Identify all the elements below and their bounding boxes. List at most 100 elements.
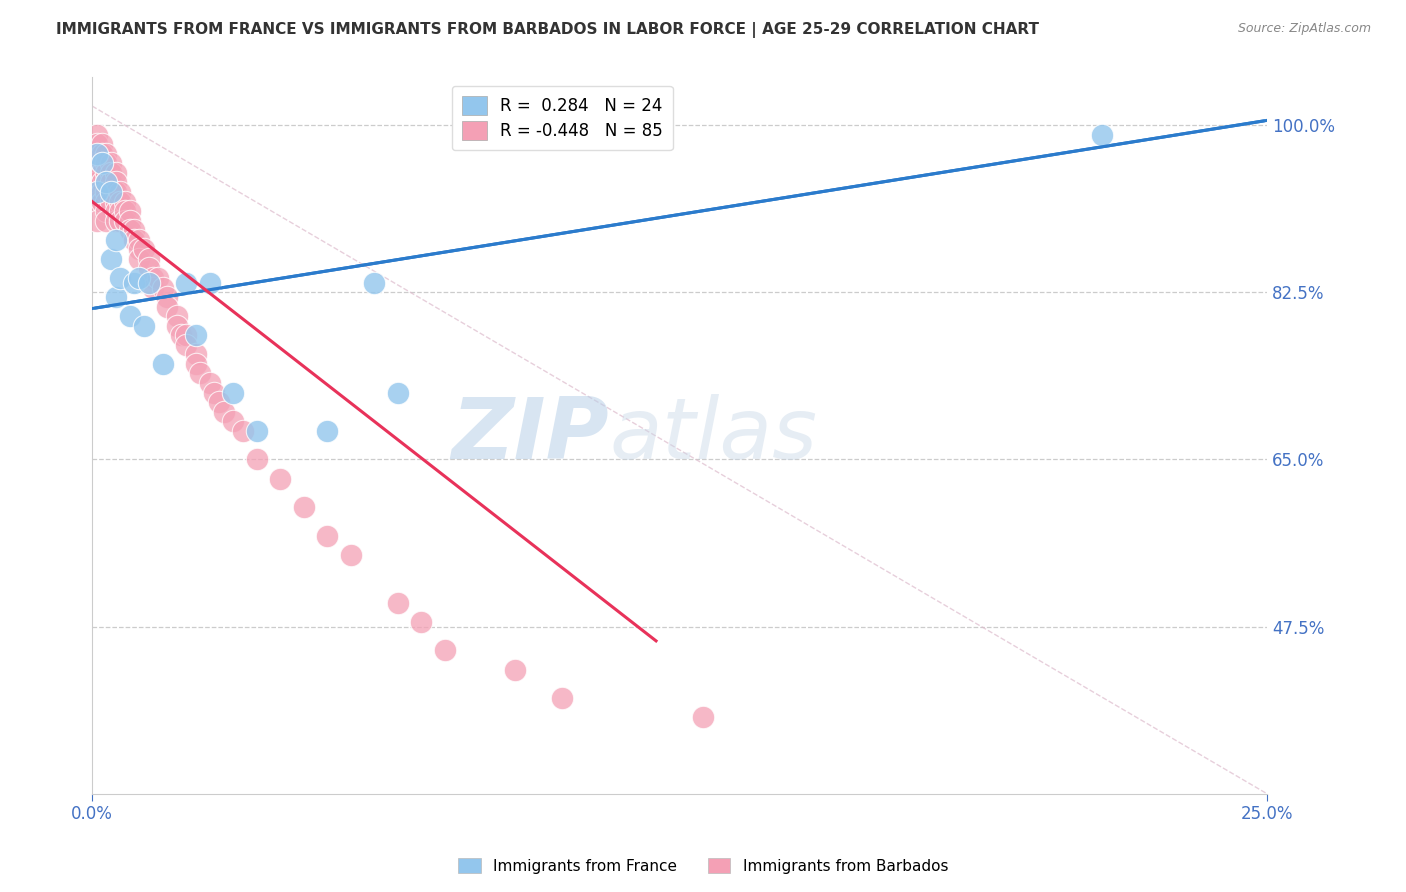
Point — [90, 156, 112, 170]
Point — [138, 276, 160, 290]
Point — [114, 204, 136, 219]
Point — [128, 243, 150, 257]
Point — [86, 166, 108, 180]
Point — [90, 185, 112, 199]
Point — [96, 166, 118, 180]
Point — [104, 233, 127, 247]
Point — [110, 194, 132, 209]
Text: ZIP: ZIP — [451, 394, 609, 477]
Point — [174, 328, 197, 343]
Point — [90, 137, 112, 152]
Point — [96, 185, 118, 199]
Point — [86, 176, 108, 190]
Point — [100, 176, 122, 190]
Point — [138, 252, 160, 266]
Point — [184, 328, 207, 343]
Point — [142, 271, 165, 285]
Point — [100, 252, 122, 266]
Point — [184, 357, 207, 371]
Point — [86, 128, 108, 142]
Point — [96, 176, 118, 190]
Point — [202, 385, 225, 400]
Legend: R =  0.284   N = 24, R = -0.448   N = 85: R = 0.284 N = 24, R = -0.448 N = 85 — [451, 86, 672, 150]
Point — [188, 367, 211, 381]
Point — [132, 243, 155, 257]
Point — [339, 548, 361, 562]
Point — [86, 146, 108, 161]
Point — [316, 424, 339, 438]
Point — [138, 261, 160, 276]
Point — [246, 424, 269, 438]
Point — [86, 185, 108, 199]
Point — [132, 318, 155, 333]
Legend: Immigrants from France, Immigrants from Barbados: Immigrants from France, Immigrants from … — [451, 852, 955, 880]
Point — [208, 395, 231, 409]
Point — [387, 596, 409, 610]
Point — [96, 156, 118, 170]
Point — [96, 213, 118, 227]
Point — [152, 357, 174, 371]
Point — [104, 213, 127, 227]
Point — [86, 194, 108, 209]
Point — [156, 290, 179, 304]
Point — [174, 338, 197, 352]
Point — [104, 194, 127, 209]
Point — [222, 385, 245, 400]
Point — [110, 204, 132, 219]
Point — [104, 166, 127, 180]
Point — [90, 176, 112, 190]
Point — [114, 213, 136, 227]
Point — [166, 318, 188, 333]
Point — [128, 233, 150, 247]
Point — [222, 414, 245, 428]
Point — [118, 213, 141, 227]
Point — [269, 471, 291, 485]
Text: atlas: atlas — [609, 394, 817, 477]
Point — [198, 276, 221, 290]
Point — [118, 223, 141, 237]
Point — [128, 271, 150, 285]
Point — [90, 194, 112, 209]
Point — [110, 185, 132, 199]
Point — [100, 185, 122, 199]
Point — [104, 290, 127, 304]
Point — [110, 213, 132, 227]
Point — [118, 204, 141, 219]
Point — [86, 185, 108, 199]
Point — [411, 615, 433, 629]
Point — [124, 233, 146, 247]
Point — [146, 271, 169, 285]
Point — [212, 405, 235, 419]
Point — [90, 146, 112, 161]
Point — [86, 137, 108, 152]
Point — [692, 710, 714, 724]
Point — [124, 276, 146, 290]
Point — [86, 213, 108, 227]
Point — [104, 176, 127, 190]
Point — [86, 156, 108, 170]
Point — [142, 280, 165, 294]
Point — [503, 663, 526, 677]
Point — [104, 185, 127, 199]
Text: IMMIGRANTS FROM FRANCE VS IMMIGRANTS FROM BARBADOS IN LABOR FORCE | AGE 25-29 CO: IMMIGRANTS FROM FRANCE VS IMMIGRANTS FRO… — [56, 22, 1039, 38]
Point — [387, 385, 409, 400]
Point — [96, 146, 118, 161]
Point — [433, 643, 456, 657]
Point — [246, 452, 269, 467]
Point — [100, 194, 122, 209]
Point — [363, 276, 385, 290]
Point — [128, 252, 150, 266]
Point — [1091, 128, 1114, 142]
Point — [100, 185, 122, 199]
Point — [156, 300, 179, 314]
Text: Source: ZipAtlas.com: Source: ZipAtlas.com — [1237, 22, 1371, 36]
Point — [83, 146, 105, 161]
Point — [96, 194, 118, 209]
Point — [174, 276, 197, 290]
Point — [118, 309, 141, 323]
Point — [198, 376, 221, 390]
Point — [86, 146, 108, 161]
Point — [170, 328, 193, 343]
Point — [184, 347, 207, 361]
Point — [551, 691, 574, 706]
